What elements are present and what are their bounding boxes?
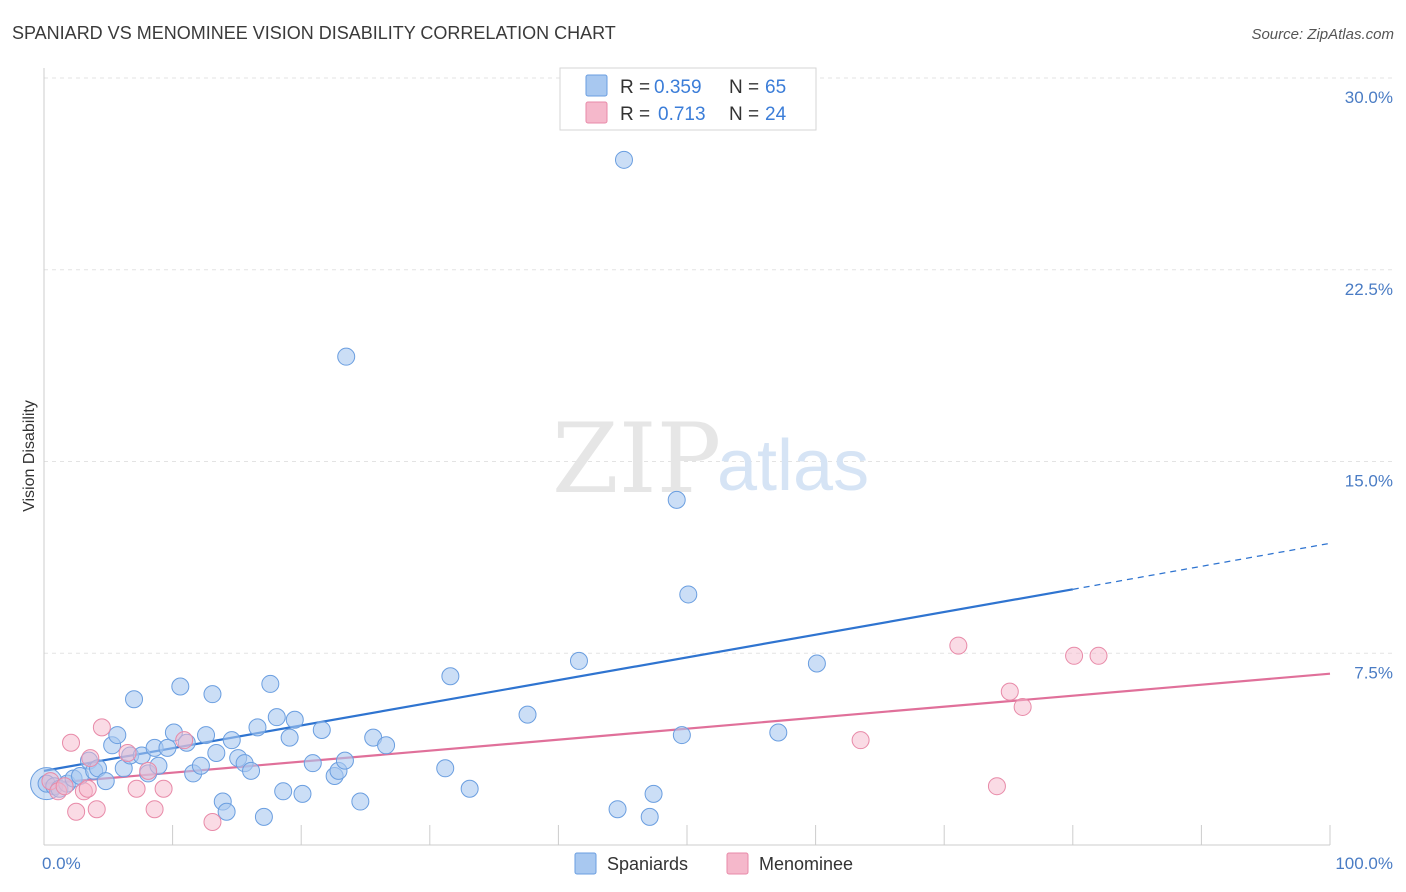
watermark-zip: ZIP (552, 403, 721, 515)
series-legend: Spaniards Menominee (574, 852, 853, 875)
y-tick-label: 15.0% (1345, 472, 1393, 491)
scatter-point-menominee (118, 743, 137, 762)
scatter-point-spaniards (267, 708, 286, 727)
bottom-legend-label-menominee: Menominee (759, 854, 853, 874)
scatter-point-spaniards (807, 654, 826, 673)
scatter-point-menominee (949, 636, 968, 655)
bottom-legend-swatch-spaniards (574, 852, 597, 875)
scatter-point-spaniards (108, 726, 127, 745)
scatter-point-menominee (87, 800, 106, 819)
scatter-point-menominee (1065, 646, 1084, 665)
scatter-point-spaniards (436, 759, 455, 778)
scatter-point-menominee (127, 779, 146, 798)
scatter-point-spaniards (303, 754, 322, 773)
y-tick-label: 22.5% (1345, 280, 1393, 299)
scatter-point-spaniards (158, 738, 177, 757)
scatter-point-menominee (1013, 697, 1032, 716)
scatter-point-spaniards (667, 490, 686, 509)
scatter-point-menominee (92, 718, 111, 737)
scatter-points (30, 150, 1108, 831)
scatter-point-spaniards (207, 743, 226, 762)
scatter-point-spaniards (217, 802, 236, 821)
scatter-point-spaniards (351, 792, 370, 811)
scatter-point-menominee (154, 779, 173, 798)
scatter-point-spaniards (518, 705, 537, 724)
x-tick-label-min: 0.0% (42, 854, 81, 873)
scatter-point-spaniards (312, 720, 331, 739)
grid-lines (44, 77, 1394, 654)
bottom-legend-swatch-menominee (726, 852, 749, 875)
chart-source: Source: ZipAtlas.com (1251, 26, 1394, 43)
scatter-point-menominee (81, 749, 100, 768)
scatter-point-menominee (1089, 646, 1108, 665)
scatter-point-menominee (67, 802, 86, 821)
scatter-point-menominee (851, 731, 870, 750)
scatter-point-spaniards (203, 685, 222, 704)
scatter-point-spaniards (441, 667, 460, 686)
legend-r-value-spaniards: 0.359 (654, 77, 702, 98)
scatter-point-spaniards (608, 800, 627, 819)
scatter-point-spaniards (679, 585, 698, 604)
scatter-point-spaniards (191, 756, 210, 775)
scatter-point-spaniards (460, 779, 479, 798)
scatter-point-spaniards (293, 784, 312, 803)
y-axis-label: Vision Disability (21, 400, 38, 512)
scatter-point-spaniards (672, 726, 691, 745)
scatter-point-spaniards (254, 807, 273, 826)
watermark-atlas: atlas (717, 426, 869, 506)
trend-lines (43, 542, 1331, 785)
legend-swatch-menominee (585, 101, 608, 124)
scatter-point-spaniards (261, 674, 280, 693)
scatter-point-spaniards (242, 761, 261, 780)
stats-legend: R = 0.359 N = 65 R = 0.713 N = 24 (559, 67, 817, 131)
scatter-point-spaniards (274, 782, 293, 801)
legend-r-value-menominee: 0.713 (658, 104, 706, 125)
scatter-point-spaniards (640, 807, 659, 826)
legend-r-label-spaniards: R = (620, 77, 650, 98)
scatter-point-spaniards (644, 784, 663, 803)
scatter-point-spaniards (280, 728, 299, 747)
legend-n-label-menominee: N = (729, 104, 759, 125)
scatter-point-spaniards (125, 690, 144, 709)
legend-n-value-menominee: 24 (765, 104, 787, 125)
y-axis-tick-labels: 7.5% 15.0% 22.5% 30.0% (1345, 88, 1393, 682)
y-tick-label: 7.5% (1354, 663, 1393, 682)
scatter-point-menominee (175, 731, 194, 750)
scatter-point-spaniards (96, 772, 115, 791)
scatter-point-spaniards (377, 736, 396, 755)
scatter-point-spaniards (222, 731, 241, 750)
scatter-point-spaniards (171, 677, 190, 696)
bottom-legend-label-spaniards: Spaniards (607, 854, 688, 874)
legend-n-value-spaniards: 65 (765, 77, 786, 98)
scatter-point-spaniards (569, 651, 588, 670)
scatter-point-menominee (139, 761, 158, 780)
legend-r-label-menominee: R = (620, 104, 650, 125)
scatter-point-menominee (1000, 682, 1019, 701)
scatter-point-spaniards (335, 751, 354, 770)
scatter-point-menominee (987, 777, 1006, 796)
scatter-point-menominee (55, 777, 74, 796)
scatter-point-menominee (203, 812, 222, 831)
trend-line-spaniards (43, 588, 1073, 772)
scatter-point-menominee (78, 779, 97, 798)
scatter-point-menominee (145, 800, 164, 819)
watermark: ZIP atlas (552, 403, 869, 515)
scatter-point-spaniards (285, 710, 304, 729)
chart-title: SPANIARD VS MENOMINEE VISION DISABILITY … (12, 23, 616, 43)
scatter-point-spaniards (197, 726, 216, 745)
trend-line-spaniards-extension (1072, 542, 1331, 590)
scatter-point-spaniards (337, 347, 356, 366)
y-tick-label: 30.0% (1345, 88, 1393, 107)
scatter-point-spaniards (248, 718, 267, 737)
scatter-point-menominee (62, 733, 81, 752)
legend-n-label-spaniards: N = (729, 77, 759, 98)
scatter-point-spaniards (614, 150, 633, 169)
x-axis-ticks: 0.0% 100.0% (42, 825, 1393, 873)
legend-swatch-spaniards (585, 74, 608, 97)
scatter-point-spaniards (769, 723, 788, 742)
x-tick-label-max: 100.0% (1335, 854, 1393, 873)
